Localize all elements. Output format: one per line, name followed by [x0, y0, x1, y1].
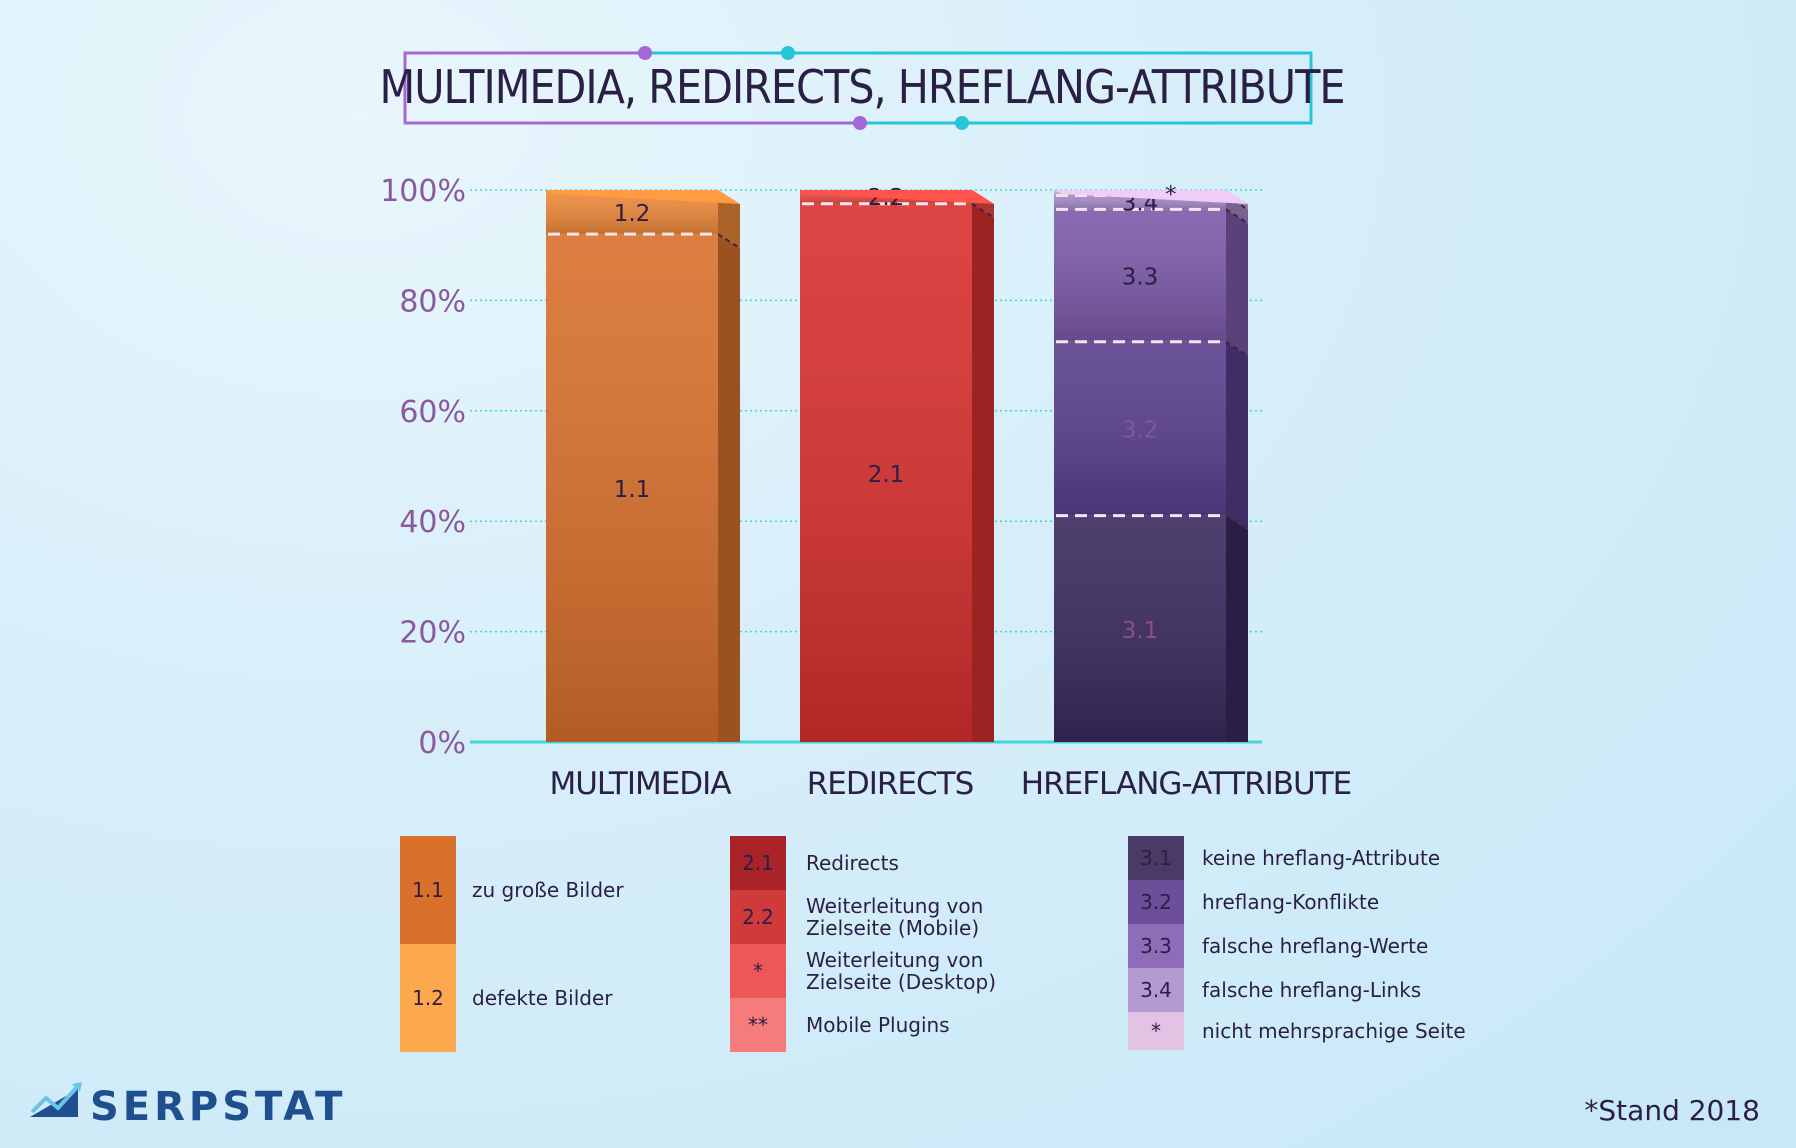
bar-redirects: 2.12.2 [800, 185, 995, 743]
segment-label: 1.2 [614, 201, 651, 227]
legend-label: Mobile Plugins [806, 1013, 950, 1037]
segment-label: 3.1 [1122, 618, 1159, 644]
legend-swatch [400, 944, 456, 1052]
bar-hreflang-attribute: 3.13.23.33.4 [1054, 190, 1249, 742]
segment-label: * [1165, 182, 1177, 208]
legend-code: * [753, 959, 763, 983]
legend-label-line: Weiterleitung von [806, 894, 983, 918]
legend-code: * [1151, 1019, 1161, 1043]
legend-label-line: Weiterleitung von [806, 948, 983, 972]
legend-label-line: zu große Bilder [472, 878, 624, 902]
legend-swatch [730, 890, 786, 944]
bar-segment-shade [1054, 515, 1226, 742]
legend-swatch [1128, 968, 1184, 1012]
legend-label-line: Redirects [806, 851, 899, 875]
chart-arrow-icon [30, 1082, 82, 1117]
y-tick-label: 80% [399, 284, 466, 319]
segment-divider-side [1225, 208, 1249, 225]
legend-group-hreflang-attribute: 3.1 keine hreflang-Attribute 3.2 hreflang-K… [1128, 836, 1466, 1050]
legend-label-line: Mobile Plugins [806, 1013, 950, 1037]
segment-label: 3.2 [1122, 418, 1159, 444]
legend-swatch [1128, 924, 1184, 968]
segment-label: 3.3 [1122, 265, 1159, 291]
legend-swatch [730, 836, 786, 890]
legend-label: falsche hreflang-Links [1202, 978, 1421, 1002]
legend-code: 3.1 [1140, 846, 1172, 870]
legend-label-line: hreflang-Konflikte [1202, 890, 1379, 914]
bar-segment-side [718, 190, 740, 249]
bar-top [1054, 190, 1248, 204]
y-tick-label: 0% [418, 726, 466, 761]
bar-segment-side [1226, 515, 1248, 742]
legend-code: 3.4 [1140, 978, 1172, 1002]
y-tick-label: 40% [399, 505, 466, 540]
segment-divider-side [717, 233, 741, 250]
x-category-label: REDIRECTS [807, 766, 974, 802]
y-tick-label: 60% [399, 395, 466, 430]
legend-swatch [400, 836, 456, 944]
legend-label-line: keine hreflang-Attribute [1202, 846, 1440, 870]
bar-segment-side [1226, 341, 1248, 530]
x-category-label: MULTIMEDIA [549, 766, 731, 802]
legend-code: 2.1 [742, 851, 774, 875]
bar-segment-shade [1054, 341, 1226, 516]
legend-label: hreflang-Konflikte [1202, 890, 1379, 914]
legend-code: ** [748, 1013, 768, 1037]
footnote: *Stand 2018 [1584, 1094, 1760, 1127]
bar-segment-shade [800, 203, 972, 743]
bar-segment-side [1226, 209, 1248, 356]
bar-segment-side [718, 234, 740, 742]
bar-segment-side [972, 203, 994, 743]
legend-label-line: falsche hreflang-Links [1202, 978, 1421, 1002]
legend-swatch [730, 944, 786, 998]
legend-group-multimedia: 1.1 zu große Bilder 1.2 defekte Bilder [400, 836, 624, 1052]
legend-label-line: Zielseite (Mobile) [806, 916, 979, 940]
title-frame [403, 46, 1313, 130]
x-axis: MULTIMEDIA REDIRECTS HREFLANG-ATTRIBUTE [549, 766, 1352, 802]
segment-label: 1.1 [614, 477, 651, 503]
legend-code: 1.1 [412, 878, 444, 902]
legend-label: Weiterleitung von Zielseite (Mobile) [806, 894, 983, 940]
legend-code: 3.2 [1140, 890, 1172, 914]
y-tick-label: 100% [380, 174, 466, 209]
x-category-label: HREFLANG-ATTRIBUTE [1021, 766, 1351, 802]
legend-label: nicht mehrsprachige Seite [1202, 1019, 1466, 1043]
legend-label-line: defekte Bilder [472, 986, 613, 1010]
bar-multimedia: 1.1 1.2 [546, 190, 741, 742]
legend-label: falsche hreflang-Werte [1202, 934, 1428, 958]
y-axis: 0% 20% 40% 60% 80% 100% [380, 174, 466, 761]
legend-swatch [1128, 880, 1184, 924]
segment-label: 2.1 [868, 462, 905, 488]
legend-swatch [730, 998, 786, 1052]
bars: 1.11.22.12.23.13.23.33.4* [546, 182, 1249, 743]
bar-top [546, 190, 740, 204]
legend-label-line: Zielseite (Desktop) [806, 970, 996, 994]
legend-label: keine hreflang-Attribute [1202, 846, 1440, 870]
legend-code: 2.2 [742, 905, 774, 929]
bar-top [800, 190, 994, 204]
legend-label: defekte Bilder [472, 986, 613, 1010]
bar-segment-shade [1054, 209, 1226, 342]
legend-label: Redirects [806, 851, 899, 875]
legend-code: 1.2 [412, 986, 444, 1010]
legend-label-line: nicht mehrsprachige Seite [1202, 1019, 1466, 1043]
segment-divider-side [971, 202, 995, 219]
legend-swatch [1128, 836, 1184, 880]
y-tick-label: 20% [399, 616, 466, 651]
chart-title: MULTIMEDIA, REDIRECTS, HREFLANG-ATTRIBUT… [380, 60, 1345, 114]
bar-segment-shade [546, 234, 718, 742]
legend: 1.1 zu große Bilder 1.2 defekte Bilder 2.1 Re… [400, 836, 1466, 1052]
logo: SERPSTAT [90, 1084, 346, 1130]
segment-divider-side [1225, 514, 1249, 531]
legend-label: Weiterleitung von Zielseite (Desktop) [806, 948, 996, 994]
legend-code: 3.3 [1140, 934, 1172, 958]
legend-label: zu große Bilder [472, 878, 624, 902]
legend-label-line: falsche hreflang-Werte [1202, 934, 1428, 958]
segment-divider-side [1225, 340, 1249, 357]
legend-swatch [1128, 1012, 1184, 1050]
